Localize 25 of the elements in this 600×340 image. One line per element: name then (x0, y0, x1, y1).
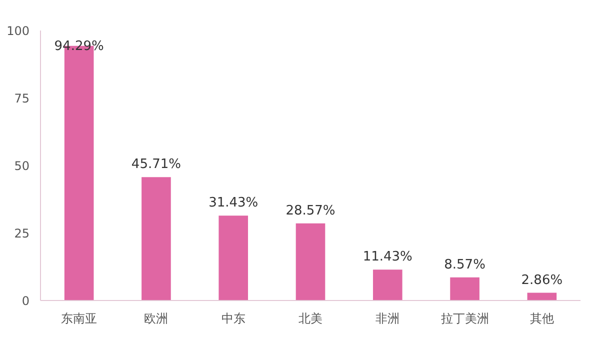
x-tick-label: 东南亚 (61, 312, 98, 326)
bar (450, 277, 480, 300)
y-tick-label: 0 (22, 294, 30, 308)
data-label: 2.86% (521, 272, 563, 288)
y-tick-label: 50 (14, 159, 30, 173)
data-label: 11.43% (362, 250, 412, 265)
x-tick-label: 中东 (221, 312, 246, 326)
y-tick-label: 100 (6, 24, 30, 38)
data-label: 31.43% (208, 196, 258, 211)
x-tick-label: 欧洲 (144, 312, 168, 326)
data-label: 45.71% (131, 157, 182, 172)
y-tick-label: 25 (14, 226, 30, 240)
bar (527, 292, 557, 300)
x-tick-label: 其他 (530, 312, 554, 326)
x-tick-label: 非洲 (376, 312, 400, 326)
bar (372, 270, 402, 300)
bar (142, 177, 171, 300)
data-label: 8.57% (444, 257, 486, 272)
x-tick-label: 拉丁美洲 (440, 312, 489, 326)
data-label: 28.57% (286, 203, 336, 218)
bar (218, 216, 248, 300)
bar (296, 223, 326, 300)
y-tick-label: 75 (14, 92, 30, 106)
x-tick-label: 北美 (298, 312, 322, 326)
data-label: 94.29% (54, 38, 104, 54)
